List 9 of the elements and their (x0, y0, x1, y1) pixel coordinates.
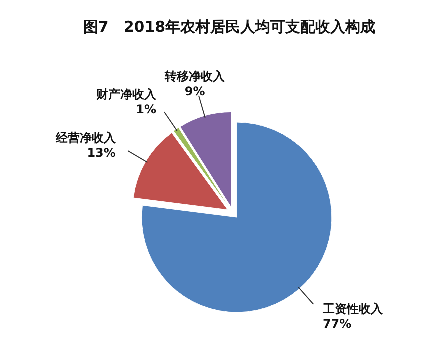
data-label: 9% (184, 84, 206, 98)
data-label: 1% (136, 102, 157, 117)
slice-label: 工资性收入 (322, 302, 384, 316)
slice-label: 转移净收入 (164, 69, 226, 84)
data-label: 13% (87, 146, 116, 160)
data-label: 77% (322, 317, 352, 332)
slice-label: 经营净收入 (54, 130, 117, 145)
slice-label: 财产净收入 (96, 88, 158, 102)
chart-title: 图7 2018年农村居民人均可支配收入构成 (83, 18, 376, 36)
